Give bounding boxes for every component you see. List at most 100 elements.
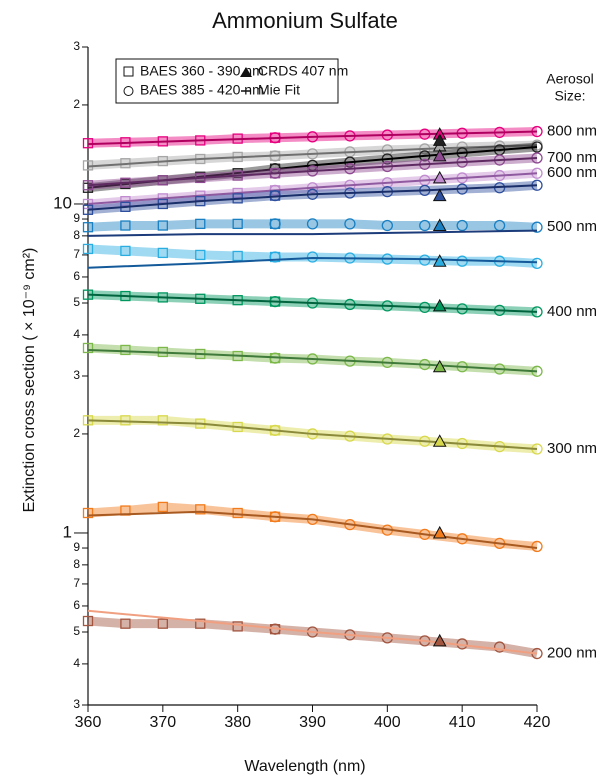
data-band	[87, 244, 276, 262]
y-tick-label: 9	[73, 211, 80, 225]
baes-square	[232, 218, 243, 230]
baes-square	[120, 344, 131, 356]
legend-square	[123, 66, 134, 77]
size-label: 300 nm	[547, 440, 597, 457]
y-tick-label: 7	[73, 247, 80, 261]
baes-square	[195, 504, 206, 515]
y-tick-label: 3	[73, 697, 80, 711]
x-tick-label: 420	[524, 714, 551, 731]
legend-triangle	[240, 67, 252, 77]
baes-square	[157, 220, 168, 231]
baes-square	[157, 618, 168, 629]
mie-fit	[87, 419, 538, 450]
y-tick-label: 8	[73, 228, 80, 242]
crds-triangle	[432, 254, 447, 267]
crds-triangle	[432, 133, 447, 146]
data-band	[87, 502, 276, 522]
mie-fit	[87, 609, 538, 655]
legend-label: BAES 385 - 420 nm	[140, 82, 264, 98]
mie-fit	[87, 510, 538, 550]
y-tick-label: 2	[73, 97, 80, 111]
mie-fit	[87, 257, 538, 269]
size-label: 500 nm	[547, 218, 597, 235]
size-label: 700 nm	[547, 149, 597, 166]
baes-square	[82, 615, 94, 627]
y-tick-label: 1	[63, 522, 72, 541]
baes-square	[157, 415, 168, 426]
y-tick-label: 3	[73, 39, 80, 53]
baes-circle	[381, 219, 393, 232]
y-tick-label: 9	[73, 540, 80, 554]
mie-fit	[87, 156, 538, 187]
baes-circle	[306, 218, 319, 230]
y-tick-label: 6	[73, 269, 80, 283]
mie-fit	[87, 293, 538, 313]
x-tick-label: 390	[299, 714, 326, 731]
baes-circle	[306, 251, 319, 263]
x-tick-label: 370	[149, 714, 176, 731]
x-tick-label: 410	[449, 714, 476, 731]
x-tick-label: 380	[224, 714, 251, 731]
baes-square	[195, 618, 206, 629]
y-tick-label: 3	[73, 368, 80, 382]
y-tick-label: 5	[73, 295, 80, 309]
size-heading: Aerosol	[546, 71, 593, 87]
legend-circle	[123, 86, 134, 96]
baes-circle	[531, 221, 543, 233]
y-tick-label: 10	[53, 193, 72, 212]
baes-circle	[419, 219, 431, 232]
y-tick-label: 4	[73, 327, 80, 341]
baes-square	[82, 507, 94, 519]
x-tick-label: 360	[75, 714, 102, 731]
baes-square	[232, 250, 243, 262]
baes-square	[157, 247, 168, 259]
size-label: 400 nm	[547, 303, 597, 320]
baes-circle	[269, 218, 281, 230]
baes-circle	[269, 251, 281, 263]
baes-square	[120, 618, 131, 629]
chart-title: Ammonium Sulfate	[212, 8, 398, 33]
size-label: 600 nm	[547, 164, 597, 181]
baes-square	[120, 245, 131, 257]
legend-box	[115, 58, 339, 104]
mie-fit	[87, 348, 538, 373]
size-label: 200 nm	[547, 645, 597, 662]
data-band	[87, 616, 276, 634]
crds-triangle	[432, 525, 447, 539]
y-tick-label: 7	[73, 576, 80, 590]
baes-square	[82, 243, 94, 255]
baes-square	[195, 249, 206, 261]
crds-triangle	[432, 434, 447, 447]
baes-circle	[344, 218, 356, 230]
crds-triangle	[432, 188, 447, 202]
legend-label: CRDS 407 nm	[258, 63, 348, 79]
crds-triangle	[432, 170, 447, 184]
crds-triangle	[432, 218, 447, 232]
mie-fit	[87, 229, 538, 237]
y-tick-label: 2	[73, 426, 80, 440]
size-label: 800 nm	[547, 123, 597, 140]
x-tick-label: 400	[374, 714, 401, 731]
data-band	[87, 219, 276, 232]
legend-label: BAES 360 - 390 nm	[140, 63, 264, 79]
y-tick-label: 5	[73, 624, 80, 638]
baes-square	[157, 501, 168, 513]
crds-triangle	[432, 298, 447, 312]
y-axis-label: Extinction cross section ( × 10⁻⁹ cm²)	[21, 248, 38, 513]
crds-triangle	[432, 633, 447, 647]
crds-triangle	[432, 148, 447, 162]
baes-square	[82, 222, 94, 233]
data-band	[275, 219, 538, 232]
legend-label: Mie Fit	[258, 82, 300, 98]
baes-square	[120, 220, 131, 231]
y-tick-label: 4	[73, 656, 80, 670]
y-tick-label: 6	[73, 598, 80, 612]
baes-circle	[531, 257, 543, 269]
baes-square	[82, 342, 94, 354]
x-axis-label: Wavelength (nm)	[244, 758, 365, 775]
mie-fit	[87, 172, 538, 205]
baes-circle	[456, 219, 468, 232]
size-heading: Size:	[554, 88, 585, 104]
mie-fit	[87, 184, 538, 211]
baes-square	[232, 621, 243, 632]
